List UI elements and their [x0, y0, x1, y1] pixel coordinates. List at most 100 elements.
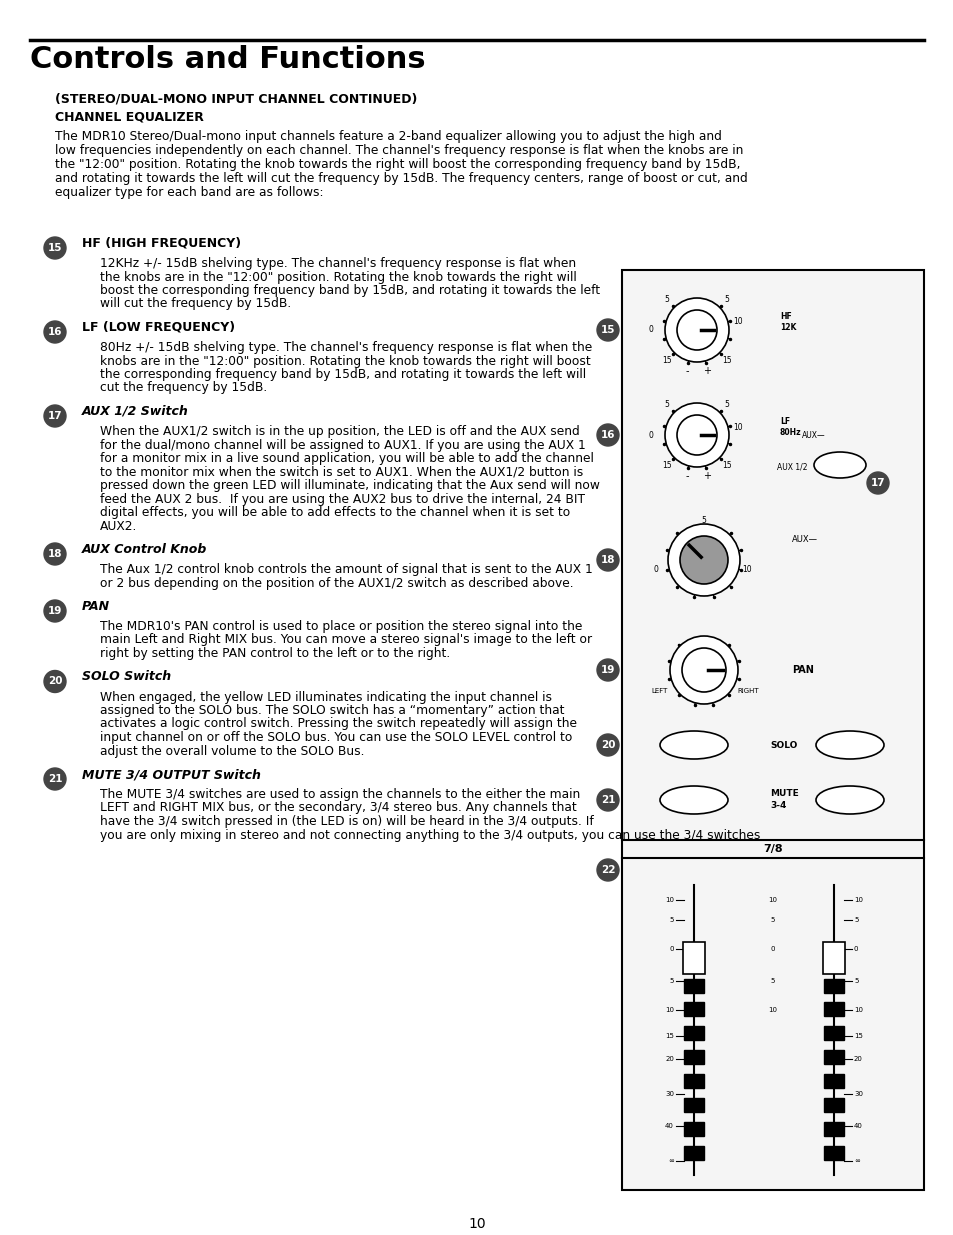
Text: CHANNEL EQUALIZER: CHANNEL EQUALIZER	[55, 110, 204, 124]
Circle shape	[44, 543, 66, 564]
Text: 5: 5	[669, 916, 673, 923]
Text: for the dual/mono channel will be assigned to AUX1. If you are using the AUX 1: for the dual/mono channel will be assign…	[100, 438, 585, 452]
Text: 20: 20	[853, 1056, 862, 1062]
Text: 3-4: 3-4	[769, 802, 785, 810]
Bar	[683, 1074, 703, 1088]
Bar	[823, 1003, 843, 1016]
Text: 7/8: 7/8	[762, 844, 782, 853]
Text: have the 3/4 switch pressed in (the LED is on) will be heard in the 3/4 outputs.: have the 3/4 switch pressed in (the LED …	[100, 815, 593, 827]
Text: 5: 5	[770, 978, 775, 984]
Text: RIGHT: RIGHT	[737, 688, 758, 694]
Circle shape	[681, 648, 725, 692]
Text: 15: 15	[721, 356, 731, 366]
Text: 18: 18	[600, 555, 615, 564]
Text: 0: 0	[647, 326, 652, 335]
Text: 10: 10	[768, 897, 777, 903]
Text: -: -	[684, 366, 688, 375]
Text: 16: 16	[48, 327, 62, 337]
Bar	[822, 941, 844, 973]
Text: 15: 15	[664, 1032, 673, 1039]
Text: Controls and Functions: Controls and Functions	[30, 44, 425, 74]
Text: 10: 10	[741, 566, 751, 574]
Text: 21: 21	[600, 795, 615, 805]
Text: AUX—: AUX—	[801, 431, 824, 440]
Text: 40: 40	[853, 1123, 862, 1129]
Bar	[683, 1050, 703, 1065]
Text: When the AUX1/2 switch is in the up position, the LED is off and the AUX send: When the AUX1/2 switch is in the up posi…	[100, 425, 579, 438]
Text: 5: 5	[669, 978, 673, 984]
Text: MUTE: MUTE	[769, 789, 798, 799]
Text: 5: 5	[853, 916, 858, 923]
Text: 40: 40	[664, 1123, 673, 1129]
Bar	[683, 978, 703, 993]
Text: 5: 5	[700, 516, 706, 525]
Text: 16: 16	[600, 430, 615, 440]
Text: 10: 10	[664, 1007, 673, 1013]
Text: SOLO Switch: SOLO Switch	[82, 671, 171, 683]
Text: 15: 15	[853, 1032, 862, 1039]
Text: 20: 20	[600, 740, 615, 750]
Text: HF
12K: HF 12K	[780, 312, 796, 332]
Circle shape	[597, 659, 618, 680]
Text: the corresponding frequency band by 15dB, and rotating it towards the left will: the corresponding frequency band by 15dB…	[100, 368, 585, 382]
Text: 18: 18	[48, 550, 62, 559]
Text: 10: 10	[732, 422, 741, 431]
Text: 20: 20	[48, 677, 62, 687]
Bar	[823, 1074, 843, 1088]
Circle shape	[597, 789, 618, 811]
Text: ∞: ∞	[667, 1157, 673, 1163]
Ellipse shape	[815, 785, 883, 814]
Text: 10: 10	[853, 1007, 862, 1013]
Text: AUX2.: AUX2.	[100, 520, 137, 532]
Bar	[621, 270, 923, 1191]
Text: digital effects, you will be able to add effects to the channel when it is set t: digital effects, you will be able to add…	[100, 506, 570, 519]
Text: HF (HIGH FREQUENCY): HF (HIGH FREQUENCY)	[82, 237, 241, 249]
Text: 5: 5	[723, 400, 729, 409]
Text: The MUTE 3/4 switches are used to assign the channels to the either the main: The MUTE 3/4 switches are used to assign…	[100, 788, 579, 802]
Text: 10: 10	[853, 897, 862, 903]
Bar	[683, 1123, 703, 1136]
Text: 15: 15	[661, 461, 671, 471]
Text: the knobs are in the "12:00" position. Rotating the knob towards the right will: the knobs are in the "12:00" position. R…	[100, 270, 577, 284]
Text: 10: 10	[664, 897, 673, 903]
Circle shape	[669, 636, 738, 704]
Text: main Left and Right MIX bus. You can move a stereo signal's image to the left or: main Left and Right MIX bus. You can mov…	[100, 634, 592, 646]
Text: 15: 15	[661, 356, 671, 366]
Text: 80Hz +/- 15dB shelving type. The channel's frequency response is flat when the: 80Hz +/- 15dB shelving type. The channel…	[100, 341, 592, 354]
Text: 20: 20	[664, 1056, 673, 1062]
Text: 5: 5	[664, 295, 669, 304]
Text: and rotating it towards the left will cut the frequency by 15dB. The frequency c: and rotating it towards the left will cu…	[55, 172, 747, 185]
Text: 10: 10	[732, 317, 741, 326]
Text: 17: 17	[870, 478, 884, 488]
Circle shape	[677, 415, 717, 454]
Text: the "12:00" position. Rotating the knob towards the right will boost the corresp: the "12:00" position. Rotating the knob …	[55, 158, 740, 170]
Text: ∞: ∞	[853, 1157, 859, 1163]
Bar	[823, 1098, 843, 1113]
Text: +: +	[702, 471, 710, 480]
Text: equalizer type for each band are as follows:: equalizer type for each band are as foll…	[55, 186, 323, 199]
Circle shape	[44, 405, 66, 427]
Text: The MDR10's PAN control is used to place or position the stereo signal into the: The MDR10's PAN control is used to place…	[100, 620, 581, 634]
Text: 0: 0	[653, 566, 658, 574]
Bar	[683, 1146, 703, 1160]
Bar	[683, 1098, 703, 1113]
Text: AUX 1/2: AUX 1/2	[776, 462, 806, 472]
Text: for a monitor mix in a live sound application, you will be able to add the chann: for a monitor mix in a live sound applic…	[100, 452, 594, 466]
Circle shape	[44, 237, 66, 259]
Text: LF
80Hz: LF 80Hz	[780, 417, 801, 437]
Text: adjust the overall volume to the SOLO Bus.: adjust the overall volume to the SOLO Bu…	[100, 745, 364, 757]
Circle shape	[597, 319, 618, 341]
Text: The Aux 1/2 control knob controls the amount of signal that is sent to the AUX 1: The Aux 1/2 control knob controls the am…	[100, 563, 592, 576]
Text: LEFT: LEFT	[651, 688, 667, 694]
Text: 15: 15	[48, 243, 62, 253]
Text: 10: 10	[468, 1216, 485, 1231]
Bar	[823, 1026, 843, 1040]
Text: AUX 1/2 Switch: AUX 1/2 Switch	[82, 405, 189, 417]
Text: 15: 15	[721, 461, 731, 471]
Text: 30: 30	[664, 1091, 673, 1097]
Text: pressed down the green LED will illuminate, indicating that the Aux send will no: pressed down the green LED will illumina…	[100, 479, 599, 492]
Ellipse shape	[813, 452, 865, 478]
Bar	[682, 941, 704, 973]
Text: knobs are in the "12:00" position. Rotating the knob towards the right will boos: knobs are in the "12:00" position. Rotat…	[100, 354, 590, 368]
Circle shape	[677, 310, 717, 350]
